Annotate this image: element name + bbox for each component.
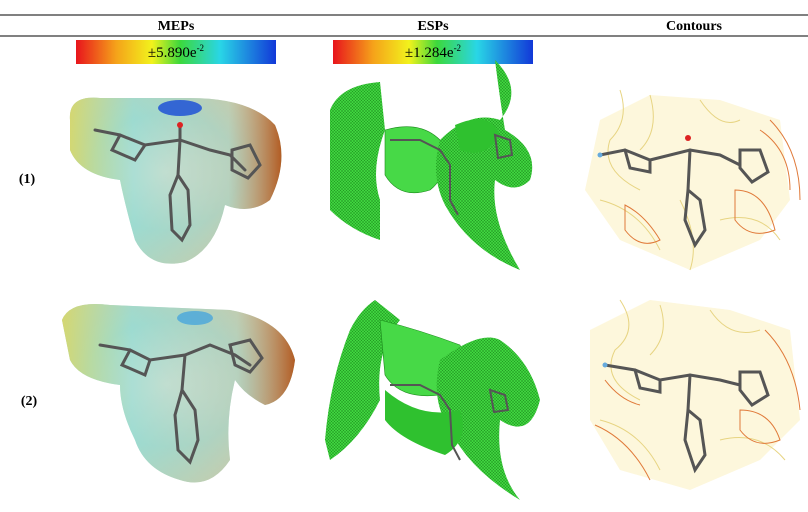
column-header: ESPs <box>417 19 449 34</box>
row-label: (1) <box>19 172 36 187</box>
scale-base: ±1.284e <box>405 45 454 61</box>
esp-surface <box>325 300 540 500</box>
column-header: MEPs <box>158 19 195 34</box>
scale-label: ±1.284e-2 <box>405 43 461 61</box>
column-header: Contours <box>666 19 723 34</box>
contour-map <box>585 90 800 270</box>
contour-map <box>590 300 800 490</box>
figure: MEPs ESPs Contours ±5.890e-2 ±1.284e-2 (… <box>0 0 808 507</box>
scale-exponent: -2 <box>454 43 462 53</box>
scale-base: ±5.890e <box>148 45 197 61</box>
scale-label: ±5.890e-2 <box>148 43 204 61</box>
page: { "header": {"columns": ["MEPs", "ESPs",… <box>0 0 808 507</box>
scale-exponent: -2 <box>197 43 205 53</box>
row-label: (2) <box>21 394 38 409</box>
mep-surface <box>70 98 282 264</box>
esp-surface <box>330 60 532 270</box>
mep-surface <box>62 304 295 483</box>
